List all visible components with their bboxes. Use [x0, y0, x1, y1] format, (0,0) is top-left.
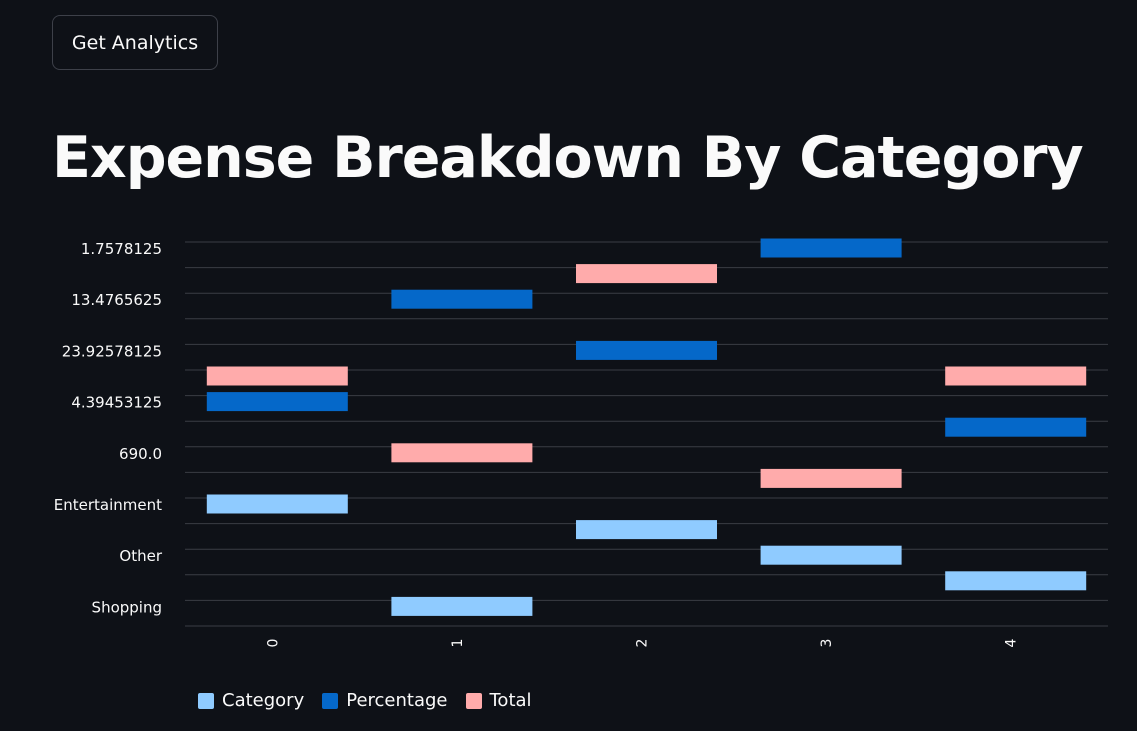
x-tick-label: 4: [1004, 638, 1020, 647]
x-tick-label: 1: [450, 639, 466, 648]
x-tick-label: 3: [819, 639, 835, 648]
legend-label-percentage: Percentage: [346, 690, 448, 711]
legend-swatch-total: [465, 692, 482, 709]
legend-swatch-percentage: [322, 692, 339, 709]
bar-layer: [206, 238, 1087, 616]
legend-item-category[interactable]: Category: [198, 690, 304, 711]
legend-label-category: Category: [222, 690, 305, 711]
y-tick-label: 23.92578125: [62, 342, 162, 360]
legend: Category Percentage Total: [198, 690, 532, 711]
y-tick-label: 13.4765625: [71, 291, 162, 309]
bar-percentage: [576, 340, 717, 360]
bar-category: [760, 545, 902, 565]
y-tick-label: 690.0: [119, 445, 162, 463]
bar-total: [206, 366, 348, 386]
y-tick-label: 4.39453125: [71, 394, 162, 412]
bar-total: [945, 366, 1087, 386]
x-tick-labels: 0 1 2 3 4: [265, 638, 1019, 647]
bar-category: [576, 520, 717, 540]
bar-category: [945, 571, 1087, 591]
bar-percentage: [945, 417, 1087, 437]
bar-total: [760, 468, 902, 488]
y-tick-label: Other: [119, 547, 162, 565]
bar-total: [576, 264, 717, 284]
page-title: Expense Breakdown By Category: [52, 125, 1084, 191]
y-tick-label: 1.7578125: [81, 240, 162, 258]
x-tick-label: 0: [265, 639, 281, 648]
y-tick-labels: 1.7578125 13.4765625 23.92578125 4.39453125…: [54, 240, 163, 616]
y-tick-label: Entertainment: [54, 496, 162, 514]
legend-item-percentage[interactable]: Percentage: [322, 690, 448, 711]
legend-item-total[interactable]: Total: [465, 690, 532, 711]
legend-label-total: Total: [489, 690, 532, 711]
bar-percentage: [391, 289, 533, 309]
legend-swatch-category: [198, 692, 214, 709]
bar-category: [391, 596, 533, 616]
get-analytics-button[interactable]: Get Analytics: [52, 15, 218, 70]
y-tick-label: Shopping: [92, 598, 162, 616]
bar-total: [391, 443, 533, 463]
x-tick-label: 2: [635, 639, 651, 648]
bar-percentage: [206, 392, 348, 412]
bar-category: [206, 494, 348, 514]
bar-percentage: [760, 238, 902, 258]
